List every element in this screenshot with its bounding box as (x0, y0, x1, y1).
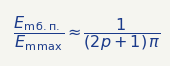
Text: $\dfrac{E_{\mathrm{m\,б.п.}}}{E_{\mathrm{m\,max}}} \approx \dfrac{1}{(2p+1)\,\pi: $\dfrac{E_{\mathrm{m\,б.п.}}}{E_{\mathrm… (13, 14, 161, 53)
